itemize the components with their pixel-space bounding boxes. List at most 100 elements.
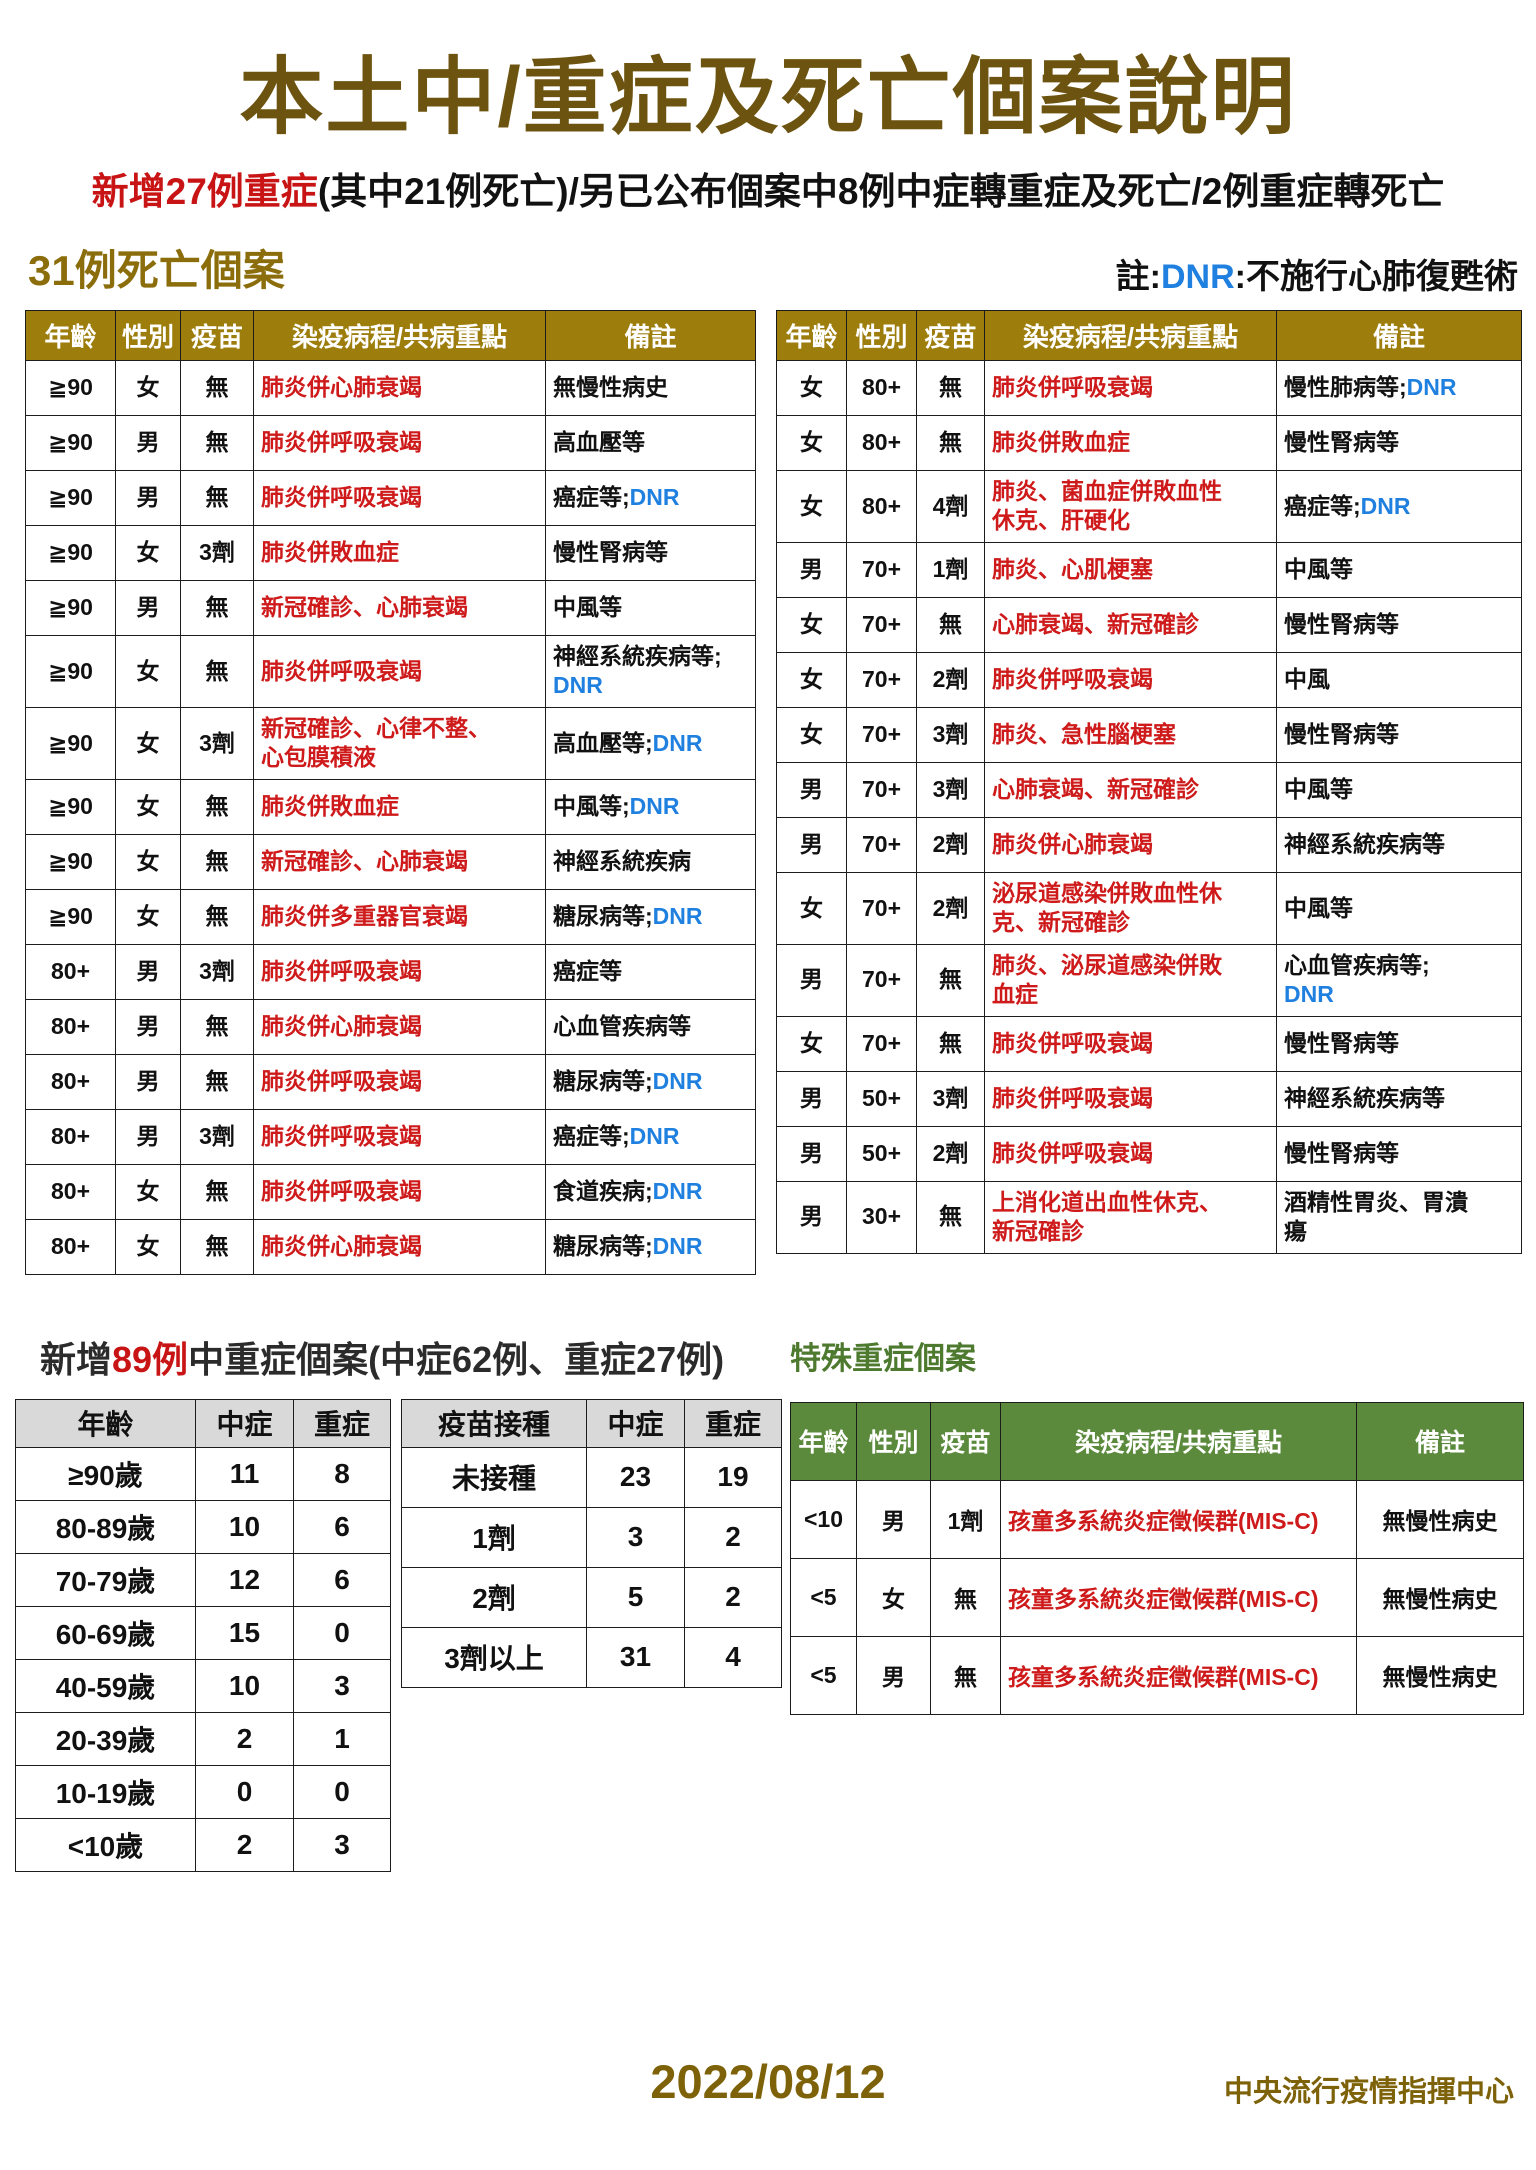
table-cell: 10-19歲 xyxy=(15,1764,196,1819)
table-cell: 0 xyxy=(195,1764,294,1819)
table-cell: 男 xyxy=(856,1479,931,1559)
table-cell: 中風等;DNR xyxy=(545,778,756,835)
table-cell: 80+ xyxy=(25,1163,116,1220)
table-cell: 無 xyxy=(916,415,985,471)
table-cell: 40-59歲 xyxy=(15,1658,196,1713)
table-row: 女 70+ 2劑 泌尿道感染併敗血性休 克、新冠確診 中風等 xyxy=(776,871,1522,945)
table-cell: 70+ xyxy=(846,541,917,598)
table-cell: 80+ xyxy=(25,1053,116,1110)
table-cell: 慢性腎病等 xyxy=(1276,596,1522,653)
dnr-note-suffix: :不施行心肺復甦術 xyxy=(1234,258,1518,296)
table-cell: 神經系統疾病等 xyxy=(1276,1070,1522,1127)
table-cell: 男 xyxy=(115,415,181,471)
table-cell: 無 xyxy=(916,596,985,653)
table-cell: 男 xyxy=(776,1180,847,1254)
table-cell: 中風等 xyxy=(1276,871,1522,945)
table-cell: 無 xyxy=(180,778,254,835)
table-cell: ≧90 xyxy=(25,706,116,780)
table-cell: 肺炎併呼吸衰竭 xyxy=(984,651,1277,708)
table-cell: 女 xyxy=(776,360,847,416)
table-cell: 2 xyxy=(684,1566,782,1628)
table-cell: 肺炎併呼吸衰竭 xyxy=(253,1163,546,1220)
age-distribution-table: 年齡 中症 重症 ≥90歲 11 8 80-89歲 10 6 70-79歲 12 6 60-69歲 15… xyxy=(15,1398,391,1872)
table-cell: 23 xyxy=(586,1446,685,1508)
table-cell: 肺炎併呼吸衰竭 xyxy=(984,360,1277,416)
table-cell: 泌尿道感染併敗血性休 克、新冠確診 xyxy=(984,871,1277,945)
special-severe-table: 年齡 性別 疫苗 染疫病程/共病重點 備註 <10 男 1劑 孩童多系統炎症徵候群(MIS-C… xyxy=(790,1401,1524,1715)
table-row: <10 男 1劑 孩童多系統炎症徵候群(MIS-C) 無慢性病史 xyxy=(790,1479,1524,1559)
table-cell: 無 xyxy=(180,415,254,471)
table-cell: 11 xyxy=(195,1446,294,1501)
table-cell: 3劑 xyxy=(916,706,985,763)
table-cell: 肺炎併呼吸衰竭 xyxy=(984,1015,1277,1072)
column-header: 年齡 xyxy=(15,1398,196,1448)
column-header: 性別 xyxy=(856,1401,931,1481)
table-cell: 2劑 xyxy=(401,1566,587,1628)
table-cell: 男 xyxy=(776,816,847,873)
column-header: 年齡 xyxy=(25,310,116,361)
table-cell: 神經系統疾病等; DNR xyxy=(545,635,756,708)
moderate-heading-prefix: 新增 xyxy=(40,1338,113,1380)
table-cell: 60-69歲 xyxy=(15,1605,196,1660)
table-row: 80-89歲 10 6 xyxy=(15,1499,391,1554)
table-cell: 無 xyxy=(180,1218,254,1275)
age-table-header-row: 年齡 中症 重症 xyxy=(15,1398,391,1448)
table-cell: 無 xyxy=(180,470,254,526)
table-cell: 肺炎併呼吸衰竭 xyxy=(253,1053,546,1110)
table-cell: 女 xyxy=(115,525,181,581)
table-cell: 肺炎併敗血症 xyxy=(253,778,546,835)
table-cell: 肺炎併呼吸衰竭 xyxy=(253,635,546,708)
table-cell: 6 xyxy=(293,1499,391,1554)
table-cell: 高血壓等 xyxy=(545,415,756,471)
table-cell: 5 xyxy=(586,1566,685,1628)
table-cell: 肺炎併呼吸衰竭 xyxy=(253,943,546,1000)
table-cell: 70+ xyxy=(846,943,917,1017)
table-row: ≧90 男無肺炎併呼吸衰竭 癌症等;DNR xyxy=(25,470,756,526)
table-cell: 心血管疾病等; DNR xyxy=(1276,943,1522,1017)
table-cell: 糖尿病等;DNR xyxy=(545,888,756,945)
table-cell: 男 xyxy=(776,1125,847,1182)
column-header: 重症 xyxy=(684,1398,782,1448)
table-row: 70-79歲 12 6 xyxy=(15,1552,391,1607)
table-row: 80+ 男無肺炎併呼吸衰竭 糖尿病等;DNR xyxy=(25,1053,756,1110)
table-cell: 女 xyxy=(115,1163,181,1220)
table-cell: 孩童多系統炎症徵候群(MIS-C) xyxy=(1000,1557,1357,1637)
table-cell: 2 xyxy=(684,1506,782,1568)
table-cell: 神經系統疾病等 xyxy=(1276,816,1522,873)
table-row: ≧90 女無肺炎併呼吸衰竭 神經系統疾病等; DNR xyxy=(25,635,756,708)
table-cell: 男 xyxy=(115,470,181,526)
table-cell: 10 xyxy=(195,1499,294,1554)
table-cell: ≥90歲 xyxy=(15,1446,196,1501)
dnr-note-prefix: 註: xyxy=(1115,258,1161,296)
table-cell: 無 xyxy=(180,360,254,416)
death-tables-container: 年齡 性別 疫苗 染疫病程/共病重點 備註 ≧90 女無肺炎併心肺衰竭 無慢性病史 ≧90 男無… xyxy=(25,310,1522,1275)
moderate-heading-rest: 中重症個案(中症62例、重症27例) xyxy=(188,1338,725,1380)
table-cell: 新冠確診、心肺衰竭 xyxy=(253,580,546,636)
table-cell: 神經系統疾病 xyxy=(545,833,756,890)
column-header: 性別 xyxy=(115,310,181,361)
table-cell: 無慢性病史 xyxy=(1356,1479,1524,1559)
table-cell: 心肺衰竭、新冠確診 xyxy=(984,761,1277,818)
column-header: 中症 xyxy=(195,1398,294,1448)
table-cell: 50+ xyxy=(846,1070,917,1127)
table-cell: ≧90 xyxy=(25,580,116,636)
table-cell: 80+ xyxy=(25,1218,116,1275)
table-cell: ≧90 xyxy=(25,525,116,581)
table-cell: 15 xyxy=(195,1605,294,1660)
organization-name: 中央流行疫情指揮中心 xyxy=(1223,2075,1514,2108)
table-cell: 女 xyxy=(776,470,847,543)
dnr-note: 註:DNR:不施行心肺復甦術 xyxy=(1116,249,1518,298)
moderate-severe-section: 新增89例中重症個案(中症62例、重症27例) 年齡 中症 重症 ≥90歲 11 8 80… xyxy=(15,1331,1524,1872)
column-header: 疫苗 xyxy=(916,310,985,361)
table-cell: 孩童多系統炎症徵候群(MIS-C) xyxy=(1000,1479,1357,1559)
table-cell: 男 xyxy=(115,580,181,636)
table-cell: 肺炎併敗血症 xyxy=(253,525,546,581)
table-cell: ≧90 xyxy=(25,360,116,416)
table-cell: 女 xyxy=(776,1015,847,1072)
table-cell: ≧90 xyxy=(25,833,116,890)
table-cell: 癌症等;DNR xyxy=(545,1108,756,1165)
table-cell: 中風等 xyxy=(1276,761,1522,818)
subtitle-rest: (其中21例死亡)/另已公布個案中8例中症轉重症及死亡/2例重症轉死亡 xyxy=(317,171,1445,212)
table-cell: 3 xyxy=(293,1817,391,1872)
table-row: 男 70+ 3劑 心肺衰竭、新冠確診 中風等 xyxy=(776,761,1522,818)
